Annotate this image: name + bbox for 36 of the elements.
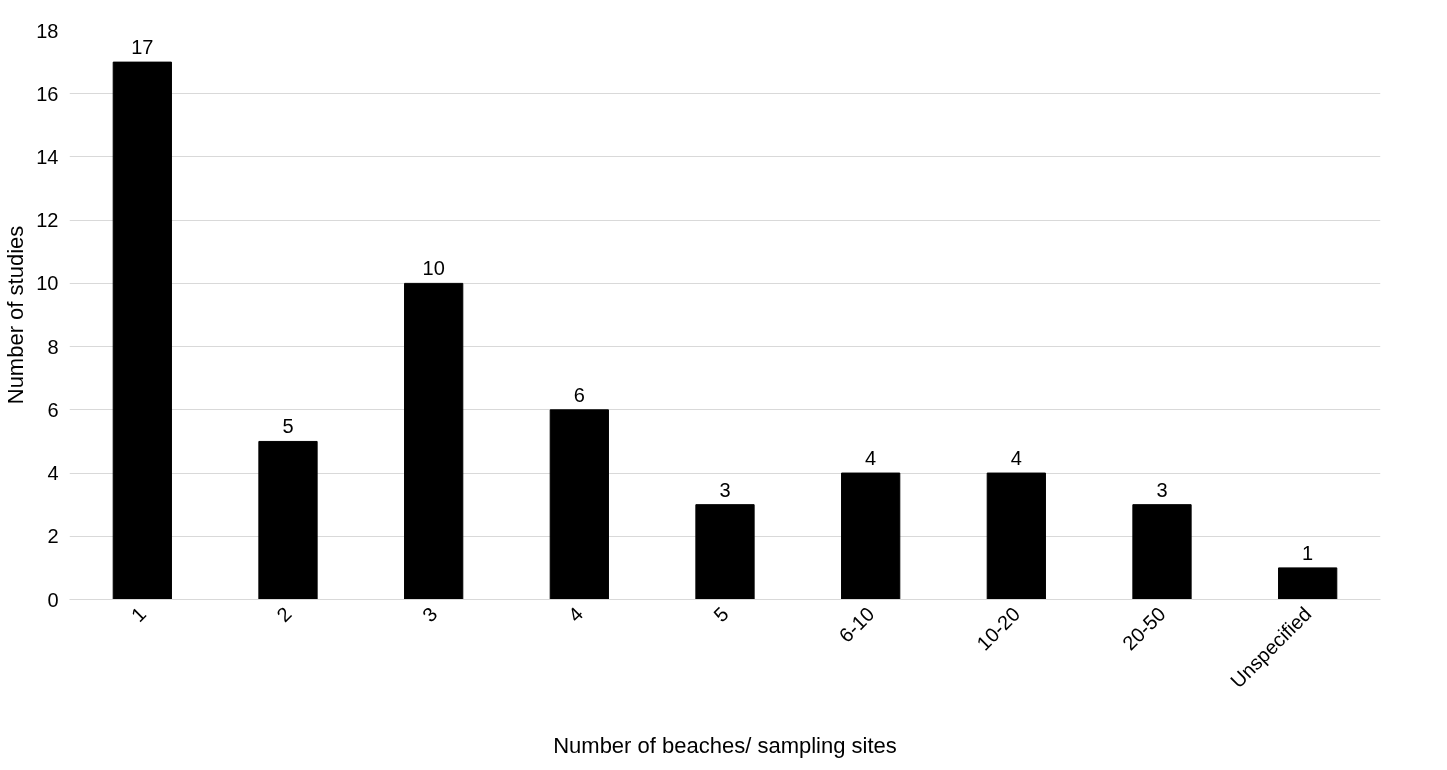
x-tick-label: 6-10 <box>834 602 879 647</box>
bar <box>1132 504 1192 600</box>
y-tick-label: 4 <box>47 462 59 485</box>
data-label: 4 <box>1010 447 1022 470</box>
y-tick-label: 10 <box>36 272 59 295</box>
y-tick-label: 0 <box>47 588 59 611</box>
data-label: 17 <box>131 36 154 59</box>
bar <box>404 282 464 600</box>
data-label: 5 <box>282 415 294 438</box>
x-tick-label: 4 <box>563 602 588 627</box>
bar <box>1278 567 1338 600</box>
data-label: 3 <box>719 478 731 501</box>
y-axis-title: Number of studies <box>3 225 29 405</box>
bar <box>258 440 318 600</box>
data-label: 3 <box>1156 478 1168 501</box>
bar <box>841 472 901 600</box>
x-tick-label: 2 <box>272 602 296 627</box>
data-label: 10 <box>422 257 445 280</box>
x-tick-label: 3 <box>418 602 442 627</box>
bar <box>695 504 755 600</box>
y-tick-label: 8 <box>47 335 59 358</box>
y-tick-label: 12 <box>36 209 59 232</box>
y-tick-label: 6 <box>47 398 59 421</box>
bar <box>112 61 172 600</box>
x-tick-label: 5 <box>709 602 733 627</box>
y-tick-label: 14 <box>36 145 59 168</box>
y-tick-label: 18 <box>36 19 59 42</box>
data-label: 6 <box>573 383 585 406</box>
x-tick-label: 1 <box>126 602 151 627</box>
data-label: 1 <box>1302 541 1314 564</box>
y-tick-label: 16 <box>36 82 59 105</box>
data-label: 4 <box>865 447 877 470</box>
bar <box>986 472 1046 600</box>
x-axis-title: Number of beaches/ sampling sites <box>553 732 897 758</box>
bar <box>549 409 609 600</box>
y-tick-label: 2 <box>47 525 59 548</box>
